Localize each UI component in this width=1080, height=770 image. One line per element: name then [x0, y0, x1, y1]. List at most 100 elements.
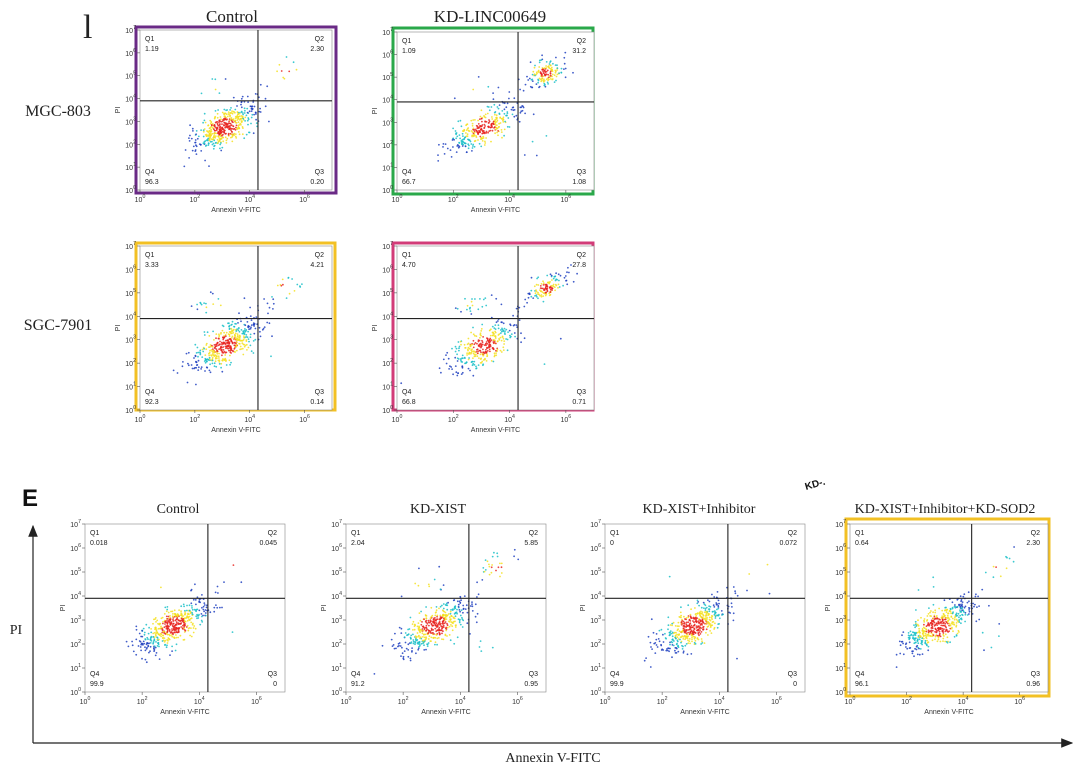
scatter-point — [995, 566, 997, 568]
scatter-point — [236, 335, 239, 337]
scatter-point — [224, 78, 227, 80]
scatter-point — [945, 616, 947, 619]
scatter-point — [710, 616, 713, 619]
scatter-point — [205, 360, 208, 363]
y-tick-label: 107 — [382, 241, 393, 251]
scatter-point — [192, 130, 194, 132]
scatter-point — [466, 352, 468, 355]
scatter-point — [217, 359, 220, 362]
scatter-point — [961, 609, 963, 612]
scatter-point — [442, 143, 445, 145]
scatter-point — [494, 324, 497, 326]
scatter-point — [513, 555, 515, 558]
scatter-point — [909, 630, 912, 633]
scatter-point — [471, 610, 474, 612]
scatter-point — [450, 156, 453, 158]
scatter-point — [468, 353, 470, 355]
scatter-point — [204, 609, 207, 611]
scatter-point — [457, 372, 459, 375]
scatter-point — [224, 115, 227, 118]
scatter-point — [650, 618, 653, 621]
scatter-point — [250, 326, 252, 329]
scatter-point — [172, 628, 175, 631]
scatter-point — [460, 125, 463, 128]
scatter-point — [926, 615, 929, 617]
scatter-point — [209, 349, 211, 352]
scatter-point — [240, 110, 243, 113]
scatter-point — [957, 629, 960, 632]
scatter-point — [430, 632, 433, 634]
scatter-point — [483, 132, 486, 135]
scatter-point — [515, 307, 518, 310]
scatter-point — [479, 135, 482, 138]
scatter-point — [500, 562, 503, 565]
scatter-point — [563, 56, 566, 59]
scatter-point — [175, 624, 178, 626]
scatter-point — [688, 623, 691, 625]
scatter-point — [474, 351, 477, 354]
scatter-point — [271, 296, 273, 298]
scatter-point — [975, 593, 977, 596]
scatter-point — [224, 129, 226, 132]
scatter-point — [497, 327, 500, 330]
scatter-point — [934, 624, 937, 626]
scatter-point — [520, 341, 522, 344]
x-tick-label: 106 — [251, 696, 262, 706]
scatter-point — [148, 642, 151, 645]
scatter-point — [460, 599, 462, 602]
scatter-point — [964, 620, 966, 623]
scatter-point — [542, 287, 544, 290]
scatter-point — [235, 349, 238, 352]
scatter-point — [452, 137, 455, 140]
scatter-point — [201, 606, 203, 609]
scatter-point — [524, 298, 527, 301]
scatter-point — [704, 609, 707, 611]
scatter-point — [455, 151, 458, 154]
scatter-point — [207, 142, 210, 145]
scatter-point — [480, 330, 483, 332]
scatter-point — [420, 610, 422, 613]
scatter-point — [677, 621, 680, 624]
scatter-point — [210, 355, 213, 357]
scatter-point — [962, 595, 965, 598]
scatter-point — [942, 619, 944, 622]
scatter-point — [963, 606, 966, 609]
scatter-point — [675, 643, 678, 646]
scatter-point — [676, 625, 679, 627]
scatter-point — [409, 659, 412, 662]
scatter-point — [704, 611, 707, 613]
scatter-point — [229, 363, 232, 366]
scatter-point — [691, 626, 694, 629]
scatter-point — [465, 123, 468, 126]
scatter-point — [413, 623, 416, 626]
scatter-point — [439, 614, 442, 617]
scatter-point — [250, 319, 253, 321]
scatter-point — [143, 633, 146, 636]
scatter-point — [241, 112, 244, 114]
scatter-point — [471, 122, 474, 125]
scatter-point — [144, 646, 146, 649]
scatter-point — [241, 115, 244, 118]
scatter-point — [189, 634, 192, 637]
scatter-point — [537, 276, 540, 279]
scatter-point — [705, 622, 708, 625]
scatter-point — [442, 619, 445, 622]
scatter-point — [180, 610, 183, 613]
scatter-point — [500, 339, 503, 342]
scatter-point — [701, 620, 704, 623]
column-title-control-bottom: Control — [157, 502, 200, 517]
y-tick-label: 105 — [382, 288, 393, 298]
scatter-point — [203, 610, 206, 613]
scatter-point — [469, 605, 472, 607]
scatter-point — [152, 622, 154, 625]
scatter-point — [960, 618, 963, 621]
scatter-point — [543, 78, 545, 81]
scatter-point — [484, 343, 487, 345]
scatter-point — [202, 350, 205, 353]
scatter-point — [135, 638, 138, 641]
scatter-point — [545, 73, 548, 76]
scatter-point — [941, 617, 943, 619]
scatter-point — [462, 608, 465, 610]
scatter-point — [412, 620, 415, 623]
scatter-point — [465, 151, 468, 154]
